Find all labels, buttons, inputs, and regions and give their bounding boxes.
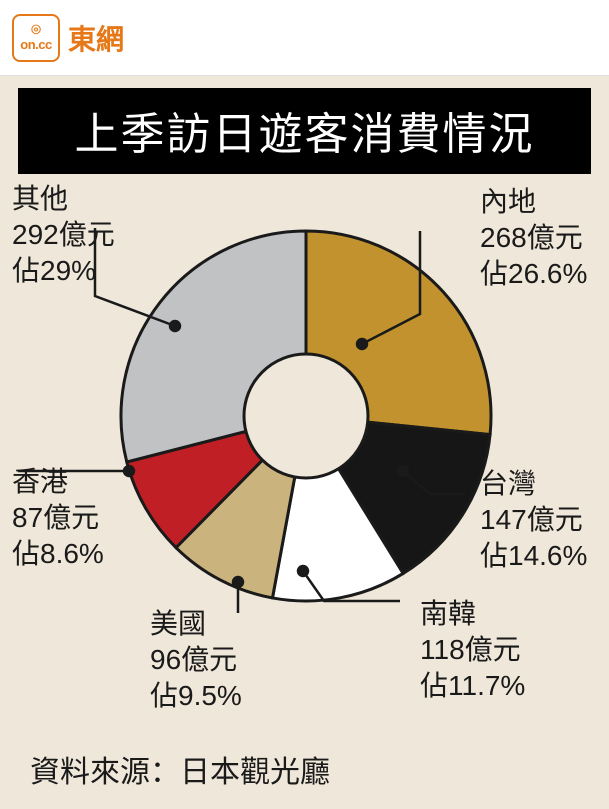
donut-chart bbox=[116, 226, 496, 606]
label-pct: 佔9.5% bbox=[150, 678, 242, 714]
label-name: 台灣 bbox=[480, 466, 587, 502]
chart-source: 資料來源：日本觀光廳 bbox=[30, 747, 330, 791]
label-pct: 佔14.6% bbox=[480, 538, 587, 574]
label-name: 內地 bbox=[480, 184, 587, 220]
donut-hole bbox=[244, 354, 368, 478]
label-hk: 香港87億元佔8.6% bbox=[12, 464, 104, 572]
label-amount: 87億元 bbox=[12, 500, 104, 536]
brand-logo-icon: ⌾ on.cc bbox=[12, 14, 60, 62]
label-amount: 96億元 bbox=[150, 642, 242, 678]
chart-title: 上季訪日遊客消費情況 bbox=[18, 88, 591, 174]
label-taiwan: 台灣147億元佔14.6% bbox=[480, 466, 587, 574]
label-name: 香港 bbox=[12, 464, 104, 500]
label-pct: 佔26.6% bbox=[480, 256, 587, 292]
label-name: 南韓 bbox=[420, 596, 525, 632]
label-amount: 268億元 bbox=[480, 220, 587, 256]
label-usa: 美國96億元佔9.5% bbox=[150, 606, 242, 714]
label-pct: 佔8.6% bbox=[12, 536, 104, 572]
label-amount: 147億元 bbox=[480, 502, 587, 538]
label-pct: 佔29% bbox=[12, 253, 115, 289]
label-amount: 118億元 bbox=[420, 632, 525, 668]
label-mainland: 內地268億元佔26.6% bbox=[480, 184, 587, 292]
label-pct: 佔11.7% bbox=[420, 668, 525, 704]
label-amount: 292億元 bbox=[12, 217, 115, 253]
label-name: 其他 bbox=[12, 181, 115, 217]
chart-container: 上季訪日遊客消費情況 內地268億元佔26.6%台灣147億元佔14.6%南韓1… bbox=[0, 76, 609, 809]
label-other: 其他292億元佔29% bbox=[12, 181, 115, 289]
brand-bar: ⌾ on.cc 東網 bbox=[0, 0, 609, 76]
label-name: 美國 bbox=[150, 606, 242, 642]
brand-name: 東網 bbox=[68, 18, 124, 58]
label-skorea: 南韓118億元佔11.7% bbox=[420, 596, 525, 704]
